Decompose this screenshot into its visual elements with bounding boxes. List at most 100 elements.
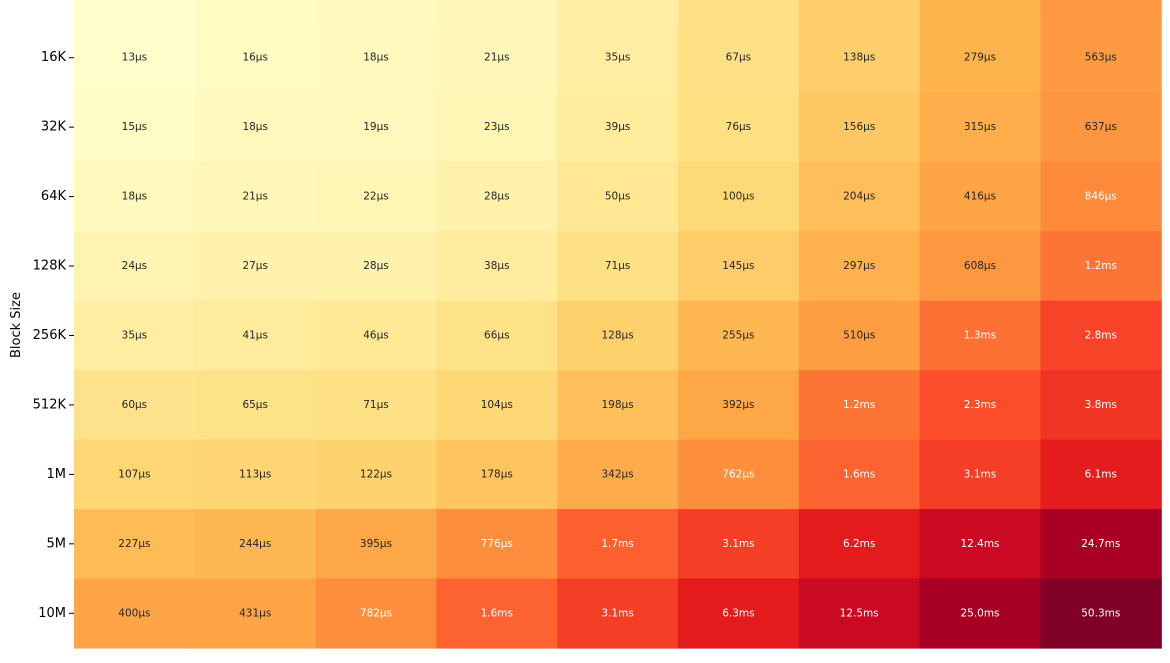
heatmap-cell <box>436 92 558 163</box>
cell-value-label: 27µs <box>242 260 268 272</box>
cell-value-label: 563µs <box>1085 52 1117 64</box>
heatmap-cell <box>436 300 558 371</box>
cell-value-label: 2.8ms <box>1085 329 1117 341</box>
heatmap-cell <box>919 370 1041 441</box>
heatmap-cell <box>1040 92 1162 163</box>
heatmap-cell <box>919 22 1041 94</box>
cell-value-label: 18µs <box>363 52 389 64</box>
cell-value-label: 76µs <box>726 121 752 133</box>
cell-value-label: 71µs <box>363 399 389 411</box>
cell-value-label: 35µs <box>122 329 148 341</box>
cell-value-label: 1.6ms <box>843 468 875 480</box>
heatmap-cell <box>74 0 196 24</box>
heatmap-cell <box>436 231 558 302</box>
heatmap-cell <box>74 300 196 371</box>
cell-value-label: 6.1ms <box>1085 468 1117 480</box>
y-tick-label: 64K <box>41 189 67 204</box>
heatmap-cell <box>678 161 800 232</box>
heatmap-cell <box>919 92 1041 163</box>
heatmap-cell <box>1040 0 1162 24</box>
heatmap-cell <box>798 300 921 371</box>
heatmap-cell <box>678 92 800 163</box>
heatmap-cell <box>1040 509 1162 580</box>
cell-value-label: 315µs <box>964 121 996 133</box>
heatmap-cell <box>678 439 800 510</box>
heatmap-cell <box>798 22 921 94</box>
heatmap-cell <box>919 439 1041 510</box>
cell-value-label: 279µs <box>964 52 996 64</box>
heatmap-cell <box>436 509 558 580</box>
cell-value-label: 297µs <box>843 260 875 272</box>
heatmap-cell <box>798 231 921 302</box>
heatmap-cell <box>194 231 317 302</box>
heatmap-cell <box>74 578 196 649</box>
cell-value-label: 23µs <box>484 121 510 133</box>
heatmap-cell <box>798 509 921 580</box>
heatmap-cell <box>194 22 317 94</box>
heatmap-cell <box>557 370 679 441</box>
cell-value-label: 104µs <box>481 399 513 411</box>
cell-value-label: 2.3ms <box>964 399 996 411</box>
cell-value-label: 1.6ms <box>481 607 513 619</box>
cell-value-label: 38µs <box>484 260 510 272</box>
cell-value-label: 39µs <box>605 121 631 133</box>
y-tick-label: 256K <box>33 328 67 343</box>
heatmap-cell <box>919 509 1041 580</box>
cell-value-label: 400µs <box>118 607 150 619</box>
heatmap-cell <box>678 0 800 24</box>
cell-value-label: 198µs <box>601 399 633 411</box>
cell-value-label: 128µs <box>601 329 633 341</box>
cell-value-label: 227µs <box>118 538 150 550</box>
heatmap-cell <box>1040 22 1162 94</box>
cell-value-label: 41µs <box>242 329 268 341</box>
cell-value-label: 392µs <box>722 399 754 411</box>
heatmap-cell <box>798 161 921 232</box>
heatmap-cell <box>678 578 800 649</box>
y-tick-label: 5M <box>47 536 67 551</box>
heatmap-cell <box>557 22 679 94</box>
cell-value-label: 67µs <box>726 52 752 64</box>
cell-value-label: 25.0ms <box>960 607 999 619</box>
cell-value-label: 3.8ms <box>1085 399 1117 411</box>
heatmap-cell <box>194 300 317 371</box>
heatmap-cell <box>315 370 437 441</box>
heatmap-cell <box>315 439 437 510</box>
cell-value-label: 113µs <box>239 468 271 480</box>
heatmap-cell <box>74 439 196 510</box>
cell-value-label: 1.3ms <box>964 329 996 341</box>
heatmap-cell <box>74 509 196 580</box>
heatmap-cell <box>557 578 679 649</box>
cell-value-label: 15µs <box>122 121 148 133</box>
heatmap-cell <box>194 439 317 510</box>
cell-value-label: 16µs <box>242 52 268 64</box>
heatmap-cell <box>678 22 800 94</box>
cell-value-label: 6.3ms <box>722 607 754 619</box>
cell-value-label: 776µs <box>481 538 513 550</box>
cell-value-label: 66µs <box>484 329 510 341</box>
heatmap-cell <box>919 300 1041 371</box>
heatmap-cell <box>74 22 196 94</box>
heatmap-cell <box>919 0 1041 24</box>
y-tick-label: 16K <box>41 50 67 65</box>
heatmap-cell <box>194 161 317 232</box>
cell-value-label: 510µs <box>843 329 875 341</box>
cell-value-label: 431µs <box>239 607 271 619</box>
heatmap-cell <box>678 300 800 371</box>
cell-value-label: 71µs <box>605 260 631 272</box>
cell-value-label: 21µs <box>484 52 510 64</box>
heatmap-cell <box>74 92 196 163</box>
heatmap-cell <box>798 439 921 510</box>
heatmap-cell <box>919 161 1041 232</box>
heatmap-cell <box>436 439 558 510</box>
heatmap-cell <box>194 0 317 24</box>
heatmap-cell <box>436 22 558 94</box>
cell-value-label: 18µs <box>242 121 268 133</box>
cell-value-label: 19µs <box>363 121 389 133</box>
heatmap-cell <box>315 578 437 649</box>
cell-value-label: 6.2ms <box>843 538 875 550</box>
heatmap-cells: 13µs16µs17µs20µs34µs69µs139µs281µs569µs1… <box>74 0 1162 649</box>
heatmap-cell <box>194 509 317 580</box>
heatmap-cell <box>315 161 437 232</box>
heatmap-cell <box>74 231 196 302</box>
heatmap-cell <box>798 370 921 441</box>
